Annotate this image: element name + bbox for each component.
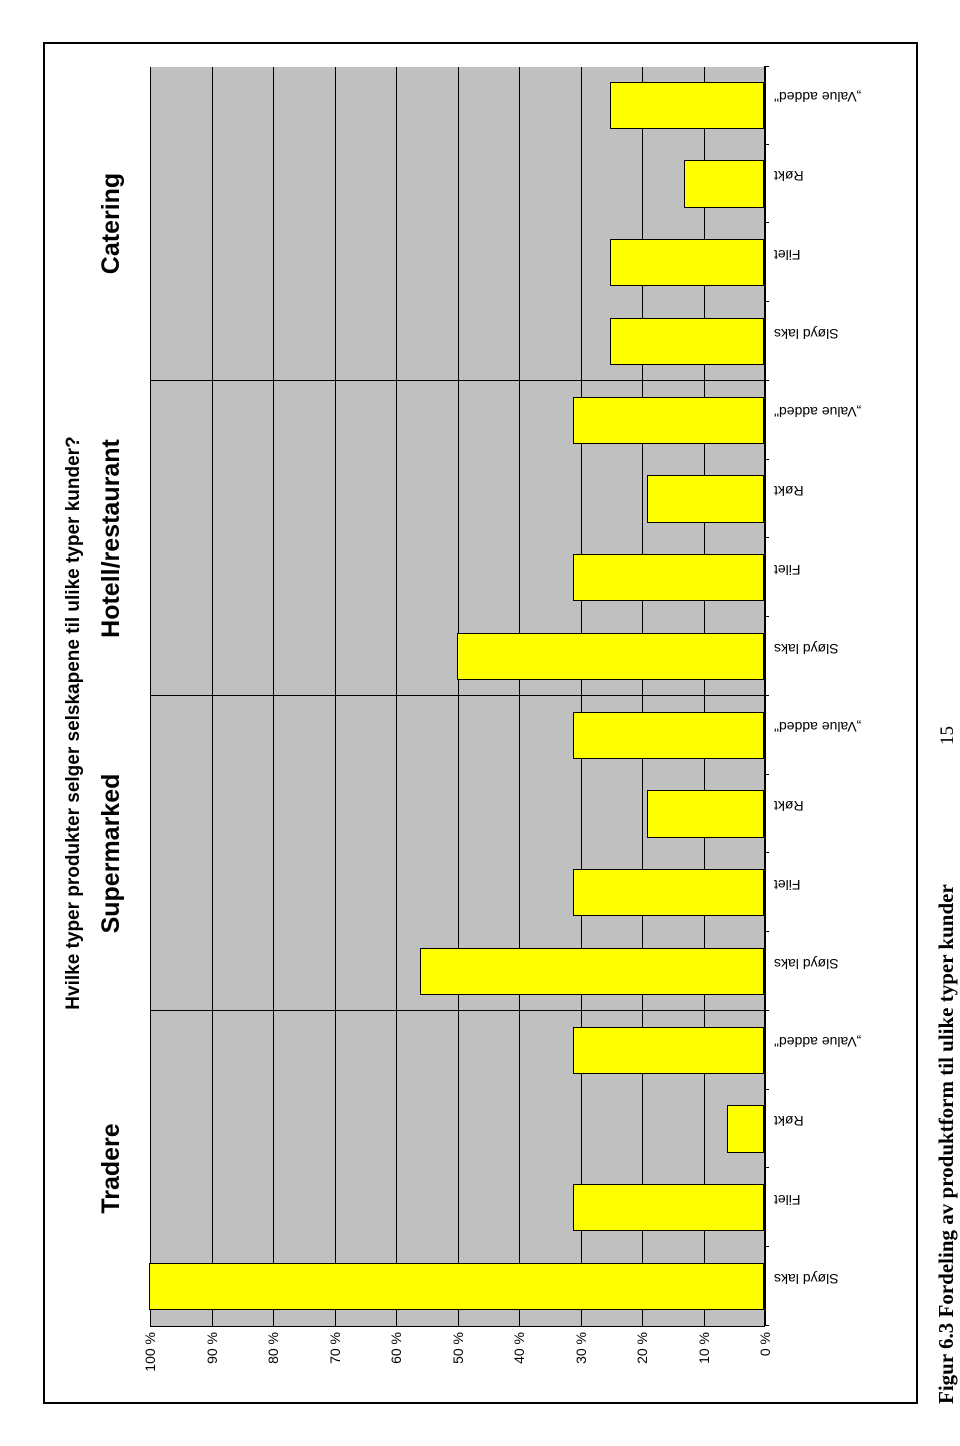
gridline [396,67,397,1326]
x-axis-minor-tick [764,616,769,617]
bar [457,633,765,680]
bar [610,318,764,365]
gridline [519,67,520,1326]
bar [610,239,764,286]
chart-title: Hvilke typer produkter selger selskapene… [63,44,85,1402]
y-axis-tick-label: 20 % [634,1326,650,1364]
x-axis-minor-tick [764,144,769,145]
y-axis-tick-label: 40 % [511,1326,527,1364]
bar [149,1263,764,1310]
y-axis-tick-label: 50 % [450,1326,466,1364]
x-axis-minor-tick [764,853,769,854]
figure-caption: Figur 6.3 Fordeling av produktform til u… [934,884,959,1404]
gridline [212,67,213,1326]
bar-label: Røkt [774,1113,804,1129]
bar [573,554,764,601]
bar-label: Filet [774,562,800,578]
gridline [335,67,336,1326]
bar-label: Røkt [774,168,804,184]
bar [420,948,764,995]
bar [727,1106,764,1153]
bar [684,161,764,208]
y-axis-tick-label: 30 % [573,1326,589,1364]
y-axis-tick-label: 60 % [388,1326,404,1364]
y-axis-tick-label: 0 % [757,1326,773,1356]
y-axis-tick-label: 80 % [265,1326,281,1364]
bar-label: Sløyd laks [774,1271,839,1287]
bar-label: Sløyd laks [774,641,839,657]
group-divider [150,695,764,696]
x-axis-minor-tick [764,459,769,460]
bar-label: Sløyd laks [774,326,839,342]
chart-frame: Hvilke typer produkter selger selskapene… [43,42,918,1404]
x-axis-minor-tick [764,380,769,381]
bar-label: Filet [774,1192,800,1208]
x-axis-minor-tick [764,695,769,696]
bar-label: Røkt [774,483,804,499]
x-axis-minor-tick [764,301,769,302]
gridline [581,67,582,1326]
bar-label: Filet [774,247,800,263]
group-header: Hotell/restaurant [97,381,126,696]
y-axis-tick-label: 10 % [696,1326,712,1364]
bar-label: Filet [774,877,800,893]
y-axis-tick-label: 90 % [204,1326,220,1364]
x-axis-minor-tick [764,1325,769,1326]
x-axis-minor-tick [764,1010,769,1011]
bar [647,476,764,523]
chart-container-rotated: Hvilke typer produkter selger selskapene… [43,42,918,1404]
group-header: Tradere [97,1011,126,1326]
x-axis-minor-tick [764,1168,769,1169]
bar-label: „Value added" [774,1034,861,1050]
page: Hvilke typer produkter selger selskapene… [0,0,960,1446]
bar [573,712,764,759]
bar-label: „Value added" [774,404,861,420]
bar-label: „Value added" [774,719,861,735]
x-axis-minor-tick [764,1089,769,1090]
plot-area: 0 %10 %20 %30 %40 %50 %60 %70 %80 %90 %1… [150,67,765,1327]
x-axis-minor-tick [764,538,769,539]
bar [610,82,764,129]
page-number: 15 [937,726,959,745]
y-axis-tick-label: 70 % [327,1326,343,1364]
bar-label: „Value added" [774,89,861,105]
group-header: Supermarked [97,696,126,1011]
bar-label: Røkt [774,798,804,814]
x-axis-minor-tick [764,66,769,67]
bar [573,1027,764,1074]
bar [573,397,764,444]
bar-label: Sløyd laks [774,956,839,972]
gridline [765,67,766,1326]
group-divider [150,1010,764,1011]
bar [647,791,764,838]
gridline [458,67,459,1326]
x-axis-minor-tick [764,774,769,775]
bar [573,869,764,916]
x-axis-minor-tick [764,1246,769,1247]
gridline [273,67,274,1326]
gridline [150,67,151,1326]
x-axis-minor-tick [764,931,769,932]
group-header: Catering [97,66,126,381]
group-divider [150,380,764,381]
x-axis-minor-tick [764,223,769,224]
y-axis-tick-label: 100 % [142,1326,158,1372]
bar [573,1184,764,1231]
